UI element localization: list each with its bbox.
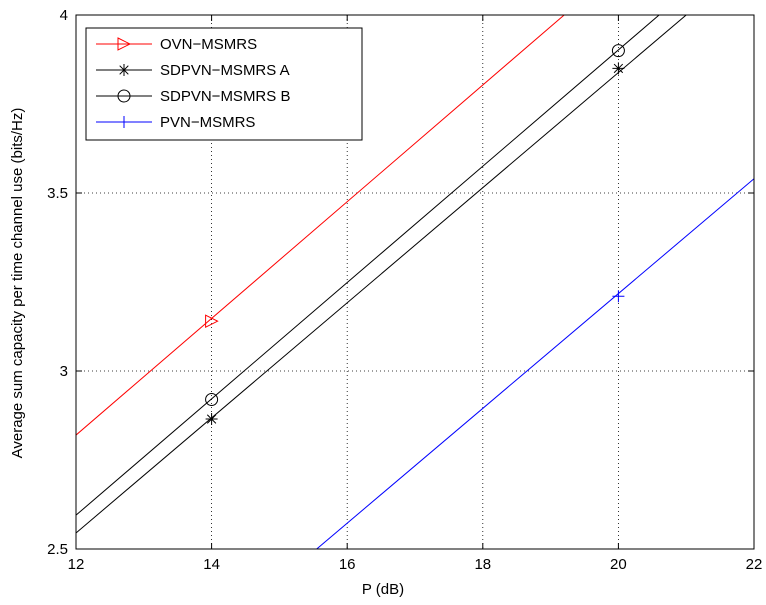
legend-item-4: PVN−MSMRS xyxy=(96,114,255,131)
series-group xyxy=(76,15,754,549)
data-point-2-2 xyxy=(612,62,625,75)
axes xyxy=(75,14,755,550)
data-point-2-1 xyxy=(205,413,218,426)
legend-swatch-marker xyxy=(118,64,130,76)
x-axis-label: P (dB) xyxy=(362,581,404,598)
legend-label: OVN−MSMRS xyxy=(160,36,257,53)
series-line-4 xyxy=(316,178,754,549)
series-line-3 xyxy=(76,15,660,516)
x-tick-label: 14 xyxy=(203,556,220,573)
data-point-3-2 xyxy=(611,44,625,58)
legend-item-2: SDPVN−MSMRS A xyxy=(96,62,290,79)
legend-swatch-marker xyxy=(118,116,130,128)
data-point-1-1 xyxy=(205,314,219,328)
legend-label: PVN−MSMRS xyxy=(160,114,255,131)
data-point-4-1 xyxy=(612,290,625,303)
legend: OVN−MSMRS SDPVN−MSMRS A SDPVN−MSMRS B PVN−M… xyxy=(85,27,363,141)
legend-item-3: SDPVN−MSMRS B xyxy=(96,88,290,105)
series-2 xyxy=(76,15,687,534)
series-line-1 xyxy=(76,15,565,436)
legend-item-1: OVN−MSMRS xyxy=(96,36,257,53)
data-point-3-1 xyxy=(205,392,219,406)
series-4 xyxy=(316,178,754,549)
series-line-2 xyxy=(76,15,687,534)
x-tick-label: 20 xyxy=(610,556,627,573)
legend-label: SDPVN−MSMRS B xyxy=(160,88,290,105)
x-tick-label: 22 xyxy=(746,556,763,573)
plot-frame xyxy=(75,14,755,550)
y-tick-label: 4 xyxy=(60,7,68,24)
x-tick-label: 12 xyxy=(68,556,85,573)
legend-swatch-marker xyxy=(117,89,131,103)
y-tick-label: 3.5 xyxy=(47,185,68,202)
legend-label: SDPVN−MSMRS A xyxy=(160,62,290,79)
series-1 xyxy=(76,15,565,436)
legend-swatch-marker xyxy=(117,37,132,51)
series-3 xyxy=(76,15,660,516)
y-axis-label: Average sum capacity per time channel us… xyxy=(9,108,26,459)
y-tick-label: 3 xyxy=(60,363,68,380)
y-tick-label: 2.5 xyxy=(47,541,68,558)
x-tick-label: 18 xyxy=(474,556,491,573)
tick-labels: 12 14 16 18 20 22 2.5 3 3.5 4 xyxy=(47,7,762,573)
x-tick-label: 16 xyxy=(339,556,356,573)
legend-box xyxy=(85,27,363,141)
